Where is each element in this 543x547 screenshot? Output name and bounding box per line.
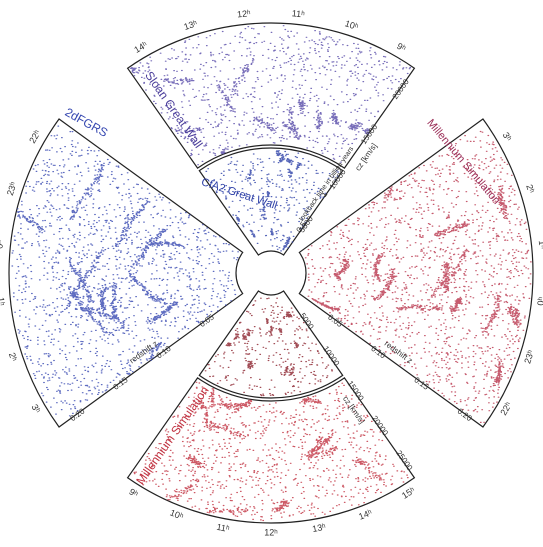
ra-tick-label: 14ʰ	[357, 507, 374, 521]
wedge	[298, 118, 534, 428]
ra-tick-label: 9ʰ	[395, 41, 408, 54]
ra-tick-label: 11ʰ	[291, 8, 305, 19]
wedge	[198, 147, 344, 256]
ra-tick-label: 11ʰ	[216, 522, 231, 534]
galaxy-distribution	[204, 297, 333, 397]
ra-tick-label: 3ʰ	[501, 131, 514, 144]
ra-tick-label: 3ʰ	[30, 403, 43, 416]
galaxy-distribution	[304, 130, 532, 423]
ra-tick-label: 23ʰ	[5, 180, 19, 196]
ra-tick-label: 1ʰ	[537, 240, 543, 250]
ra-tick-label: 2ʰ	[524, 183, 536, 195]
ra-tick-label: 9ʰ	[127, 486, 140, 499]
distance-tick-label: 1	[319, 190, 329, 199]
ra-tick-label: 0ʰ	[0, 239, 5, 249]
galaxy-distribution	[133, 381, 409, 522]
wedge	[198, 290, 344, 399]
ra-tick-label: 14ʰ	[132, 39, 149, 55]
ra-tick-label: 0ʰ	[535, 296, 543, 306]
ra-tick-label: 10ʰ	[344, 18, 360, 32]
wedge	[126, 22, 416, 169]
galaxy-distribution	[11, 125, 239, 417]
ra-tick-label: 10ʰ	[169, 507, 186, 521]
ra-tick-label: 12ʰ	[264, 527, 278, 537]
ra-tick-label: 13ʰ	[183, 18, 199, 32]
ra-tick-label: 22ʰ	[498, 400, 514, 417]
ra-tick-label: 23ʰ	[522, 348, 536, 364]
galaxy-distribution	[129, 25, 412, 166]
wedge	[8, 118, 244, 428]
galaxy-distribution	[205, 150, 339, 252]
ra-tick-label: 22ʰ	[27, 128, 43, 145]
ra-tick-label: 12ʰ	[237, 8, 252, 19]
ra-tick-label: 1ʰ	[0, 297, 7, 307]
ra-tick-label: 13ʰ	[311, 522, 327, 534]
ra-tick-label: 15ʰ	[400, 485, 417, 501]
ra-tick-label: 2ʰ	[7, 351, 19, 363]
